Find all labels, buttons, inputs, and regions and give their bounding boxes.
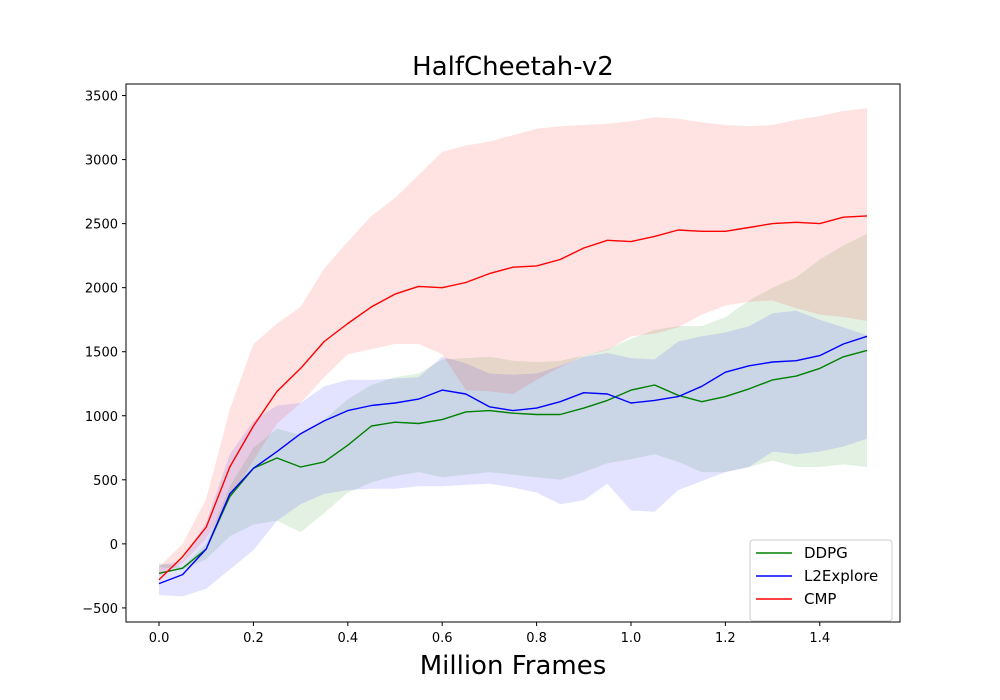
legend: DDPG L2Explore CMP <box>749 539 893 622</box>
x-axis-ticks: 0.0 0.2 0.4 0.6 0.8 1.0 1.2 1.4 <box>149 622 830 646</box>
y-axis-ticks: −500 0 500 1000 1500 2000 2500 3000 3500 <box>82 90 126 617</box>
l2explore-line <box>158 335 868 585</box>
x-tick-label: 0.8 <box>526 631 547 646</box>
x-tick-label: 0.2 <box>243 631 264 646</box>
confidence-bands <box>159 108 867 597</box>
y-tick-label: 1500 <box>85 346 118 361</box>
series-lines <box>158 215 868 585</box>
plot-frame <box>125 83 901 623</box>
cmp-line <box>158 215 868 581</box>
x-tick-label: 1.4 <box>809 631 830 646</box>
x-tick-label: 1.2 <box>715 631 736 646</box>
y-tick-label: 2000 <box>85 282 118 297</box>
y-tick-label: −500 <box>82 602 118 617</box>
y-tick-label: 2500 <box>85 218 118 233</box>
x-tick-label: 1.0 <box>621 631 642 646</box>
y-tick-label: 500 <box>93 474 118 489</box>
x-tick-label: 0.4 <box>337 631 358 646</box>
legend-label-cmp: CMP <box>804 590 836 608</box>
y-tick-label: 0 <box>110 538 118 553</box>
x-tick-label: 0.0 <box>149 631 170 646</box>
x-axis-label: Million Frames <box>420 651 607 681</box>
y-tick-label: 3000 <box>85 154 118 169</box>
l2explore-confidence-band <box>159 310 867 597</box>
ddpg-line <box>158 349 868 574</box>
cmp-confidence-band <box>159 108 867 576</box>
legend-label-l2explore: L2Explore <box>804 567 878 585</box>
y-tick-label: 3500 <box>85 90 118 105</box>
legend-box <box>749 539 893 622</box>
ddpg-confidence-band <box>159 233 867 570</box>
x-tick-label: 0.6 <box>432 631 453 646</box>
y-tick-label: 1000 <box>85 410 118 425</box>
legend-label-ddpg: DDPG <box>804 544 848 562</box>
chart-title: HalfCheetah-v2 <box>412 52 614 82</box>
